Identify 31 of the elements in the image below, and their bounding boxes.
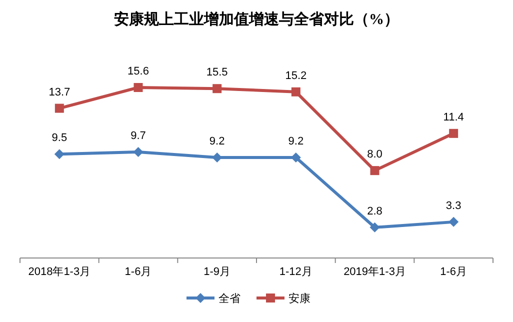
data-label: 15.2: [285, 70, 307, 82]
x-tick-label: 1-12月: [279, 266, 312, 278]
x-tick-label: 1-9月: [204, 266, 231, 278]
chart-title: 安康规上工业增加值增速与全省对比（%）: [114, 10, 399, 28]
point: [448, 216, 459, 227]
point: [370, 222, 380, 232]
x-tick-label: 2019年1-3月: [344, 266, 406, 278]
x-tick-label: 1-6月: [124, 266, 152, 278]
data-label: 8.0: [367, 148, 382, 161]
legend-label: 安康: [288, 292, 310, 305]
x-tick-label: 1-6月: [440, 266, 468, 278]
data-label: 15.6: [128, 66, 149, 78]
data-label: 2.8: [367, 205, 382, 218]
legend-label: 全省: [218, 292, 240, 305]
point: [133, 146, 144, 157]
data-label: 11.4: [443, 111, 464, 124]
data-label: 9.2: [209, 135, 225, 148]
x-tick-label: 2018年1-3月: [28, 266, 91, 278]
data-label: 13.7: [48, 86, 70, 98]
data-label: 9.7: [130, 130, 146, 142]
point: [291, 87, 300, 96]
data-label: 9.2: [288, 135, 304, 148]
point: [370, 166, 380, 176]
data-label: 3.3: [446, 200, 462, 212]
point: [449, 128, 458, 138]
point: [212, 84, 222, 94]
data-label: 15.5: [206, 66, 228, 79]
point: [134, 83, 143, 92]
point: [54, 104, 64, 113]
point: [54, 149, 64, 160]
data-label: 9.5: [52, 132, 68, 144]
